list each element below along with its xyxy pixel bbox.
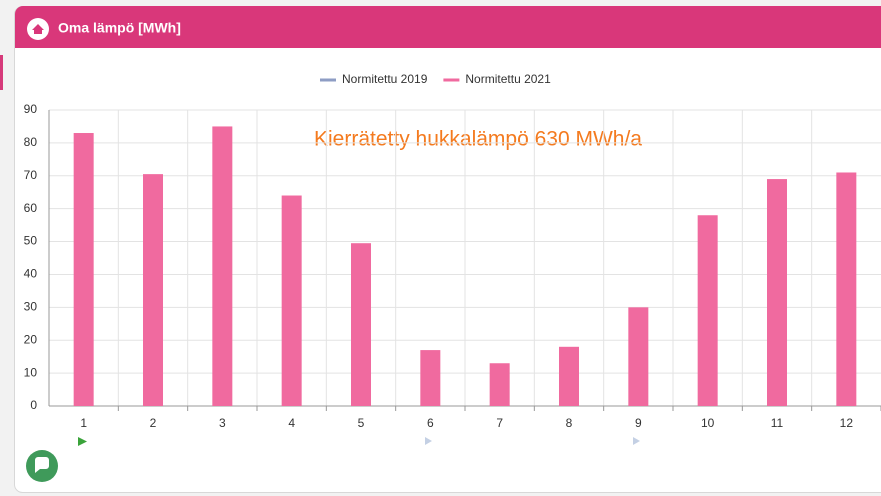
marker	[78, 437, 87, 446]
legend-label: Normitettu 2021	[465, 72, 551, 86]
y-tick-label: 50	[24, 234, 38, 248]
x-tick-label: 12	[840, 416, 854, 430]
x-tick-label: 2	[150, 416, 157, 430]
bar	[697, 215, 718, 406]
y-tick-label: 20	[24, 332, 38, 346]
plot: 0 10 20 30 40 50 60 70 80 90 Normitettu 2019 Normit…	[24, 72, 881, 430]
bar	[628, 307, 649, 406]
bar	[143, 174, 163, 406]
y-tick-label: 90	[24, 102, 38, 116]
y-tick-label: 80	[24, 135, 38, 149]
x-tick-label: 8	[566, 416, 573, 430]
bar	[281, 195, 302, 406]
x-tick-label: 11	[771, 416, 784, 430]
marker	[633, 437, 640, 445]
bar	[489, 363, 510, 406]
x-tick-label: 5	[358, 416, 365, 430]
marker	[425, 437, 432, 445]
legend-label: Normitettu 2019	[342, 72, 428, 86]
x-tick-label: 4	[288, 416, 295, 430]
home-glyph	[32, 24, 44, 34]
side-tab	[0, 55, 3, 90]
x-tick-label: 7	[496, 416, 503, 430]
x-tick-label: 3	[219, 416, 226, 430]
y-tick-label: 0	[30, 398, 37, 412]
bar	[420, 350, 441, 406]
bar	[212, 126, 233, 406]
x-tick-label: 1	[80, 416, 87, 430]
y-tick-label: 70	[24, 168, 38, 182]
header-title: Oma lämpö [MWh]	[58, 20, 181, 36]
y-tick-label: 10	[24, 365, 38, 379]
bar	[73, 133, 94, 406]
chat-glyph	[35, 457, 49, 473]
x-tick-label: 6	[427, 416, 434, 430]
bar	[836, 172, 857, 406]
y-tick-label: 60	[24, 201, 38, 215]
y-tick-label: 30	[24, 300, 38, 314]
bar	[351, 243, 371, 406]
bar	[559, 346, 579, 406]
x-tick-label: 10	[701, 416, 715, 430]
y-tick-label: 40	[24, 267, 38, 281]
card-header	[15, 6, 881, 48]
bar	[767, 179, 787, 406]
annotation: Kierrätetty hukkalämpö 630 MWh/a	[314, 128, 642, 151]
x-tick-label: 9	[635, 416, 642, 430]
